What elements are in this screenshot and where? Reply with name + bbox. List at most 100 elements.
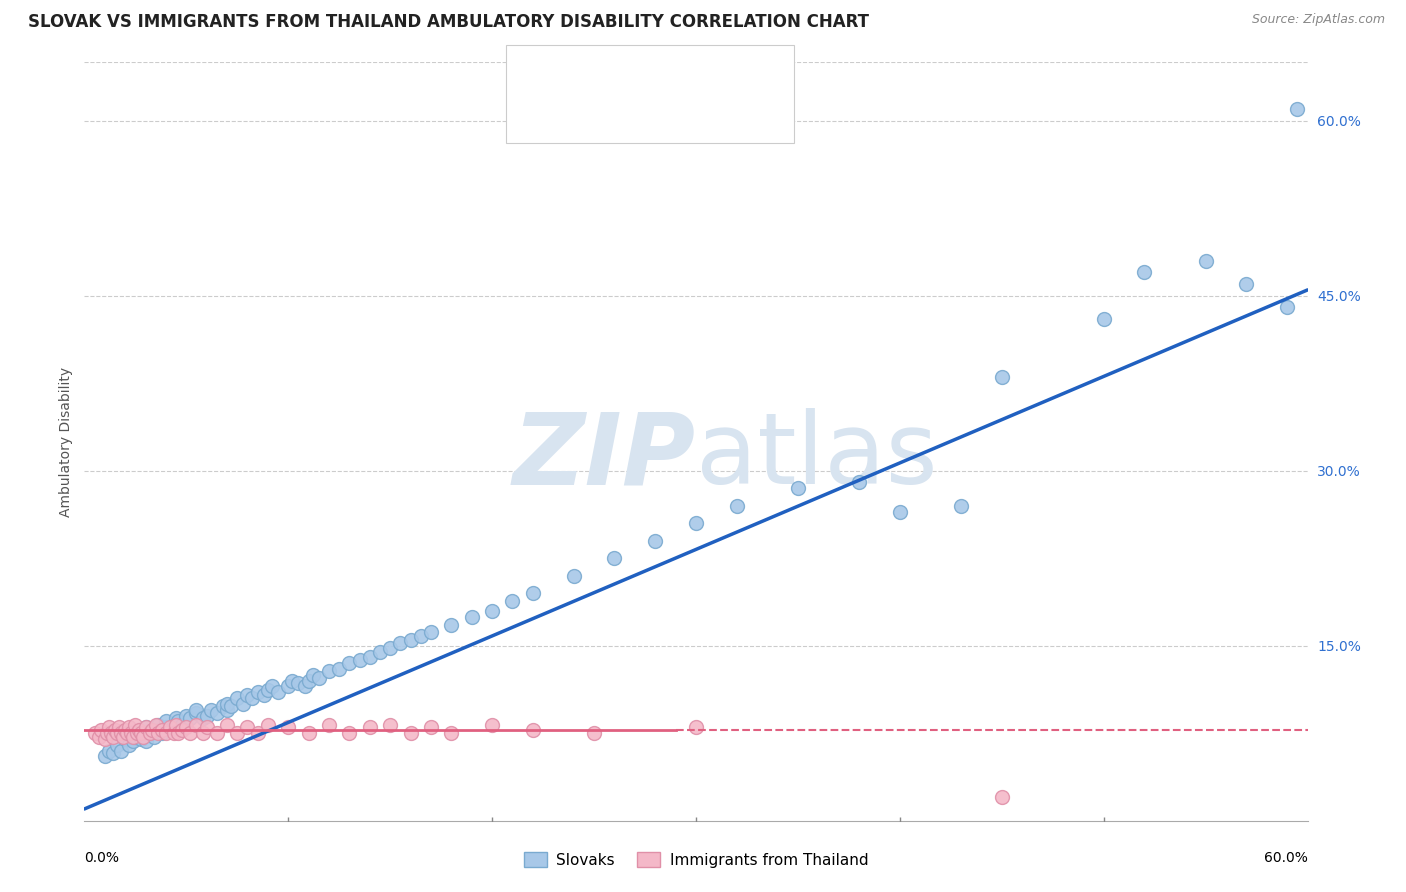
Point: [150, 726, 173, 740]
Point: [562, 568, 585, 582]
Point: [991, 370, 1014, 384]
Text: 85: 85: [754, 67, 776, 85]
Point: [848, 475, 870, 490]
Point: [93, 731, 115, 746]
Point: [277, 680, 299, 694]
Point: [1286, 102, 1309, 116]
Point: [277, 720, 299, 734]
Point: [159, 723, 181, 737]
Point: [132, 730, 155, 744]
Point: [174, 720, 197, 734]
Point: [124, 730, 146, 744]
Point: [359, 720, 381, 734]
Point: [122, 734, 145, 748]
Point: [232, 697, 254, 711]
Point: [83, 726, 105, 740]
Point: [787, 481, 810, 495]
Point: [167, 726, 190, 740]
Point: [163, 718, 186, 732]
Point: [90, 723, 112, 737]
Text: 60.0%: 60.0%: [1264, 851, 1308, 865]
Point: [685, 516, 707, 531]
Point: [950, 499, 973, 513]
Point: [205, 706, 228, 721]
Point: [118, 738, 141, 752]
Point: [399, 632, 422, 647]
Point: [131, 726, 153, 740]
Point: [114, 731, 136, 746]
Point: [142, 730, 165, 744]
Point: [368, 644, 391, 658]
Text: 0.753: 0.753: [623, 67, 676, 85]
Point: [87, 730, 110, 744]
Point: [146, 718, 169, 732]
Point: [481, 604, 503, 618]
Point: [127, 726, 149, 740]
Point: [172, 718, 194, 732]
Text: ZIP: ZIP: [513, 409, 696, 505]
Point: [195, 720, 218, 734]
Text: 0.0%: 0.0%: [84, 851, 120, 865]
Point: [1133, 265, 1156, 279]
Point: [101, 730, 124, 744]
Point: [583, 726, 606, 740]
Point: [191, 711, 214, 725]
Point: [889, 504, 911, 518]
Text: N =: N =: [702, 103, 738, 121]
Point: [112, 730, 135, 744]
Point: [108, 720, 131, 734]
Point: [380, 718, 402, 732]
Point: [1195, 253, 1218, 268]
Point: [186, 718, 208, 732]
Point: [420, 624, 443, 639]
Point: [159, 720, 181, 734]
Point: [172, 723, 194, 737]
Point: [110, 726, 132, 740]
Point: [105, 726, 128, 740]
Point: [179, 711, 201, 725]
Point: [217, 697, 239, 711]
Point: [644, 533, 666, 548]
Text: 60: 60: [754, 103, 776, 121]
Point: [409, 629, 432, 643]
Point: [685, 720, 707, 734]
Point: [179, 726, 201, 740]
Point: [200, 703, 222, 717]
Point: [124, 718, 146, 732]
Point: [236, 688, 259, 702]
Point: [127, 726, 149, 740]
Point: [186, 706, 208, 721]
Point: [349, 653, 371, 667]
Point: [167, 714, 190, 729]
Point: [502, 594, 524, 608]
Text: Source: ZipAtlas.com: Source: ZipAtlas.com: [1251, 13, 1385, 27]
Point: [1092, 312, 1115, 326]
Point: [122, 730, 145, 744]
Point: [97, 744, 120, 758]
Point: [725, 499, 748, 513]
Point: [145, 718, 167, 732]
Point: [118, 720, 141, 734]
Point: [114, 723, 136, 737]
Point: [104, 723, 127, 737]
Point: [191, 726, 214, 740]
Point: [128, 723, 150, 737]
Point: [1236, 277, 1258, 291]
Point: [174, 708, 197, 723]
Point: [212, 699, 235, 714]
Y-axis label: Ambulatory Disability: Ambulatory Disability: [59, 367, 73, 516]
Point: [318, 665, 340, 679]
Point: [318, 718, 340, 732]
Point: [217, 703, 239, 717]
Point: [155, 726, 177, 740]
Point: [219, 699, 242, 714]
Point: [246, 685, 269, 699]
Point: [339, 726, 361, 740]
Point: [257, 683, 280, 698]
Legend: Slovaks, Immigrants from Thailand: Slovaks, Immigrants from Thailand: [517, 846, 875, 873]
Point: [1277, 301, 1299, 315]
Point: [440, 726, 463, 740]
Point: [522, 586, 544, 600]
Point: [100, 726, 122, 740]
Text: atlas: atlas: [696, 409, 938, 505]
